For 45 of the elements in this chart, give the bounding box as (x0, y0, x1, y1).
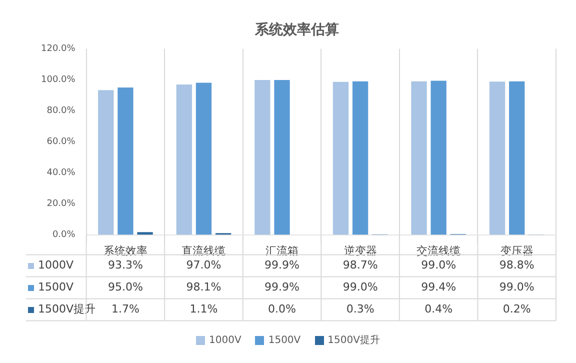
bar (254, 80, 270, 235)
bar (509, 81, 525, 235)
y-tick-label: 80.0% (46, 106, 76, 116)
y-tick-label: 40.0% (46, 168, 76, 178)
data-label: 0.0% (268, 302, 296, 316)
legend-label: 1000V (38, 258, 74, 272)
text: 1000V (209, 334, 242, 346)
data-label: 97.0% (186, 258, 222, 272)
bar (332, 82, 349, 235)
bar (430, 80, 446, 235)
data-label: 99.9% (264, 280, 300, 294)
data-label: 95.0% (108, 280, 143, 294)
bar (352, 81, 368, 235)
text: 1500V (268, 334, 301, 346)
bar (411, 81, 427, 235)
bar (137, 232, 153, 235)
data-label: 1.7% (111, 302, 140, 316)
legend-label: 1500V提升 (38, 302, 96, 316)
y-tick-label: 60.0% (46, 137, 76, 148)
data-label: 99.4% (421, 280, 456, 294)
data-label: 99.0% (421, 258, 456, 272)
y-tick-label: 100.0% (40, 75, 76, 86)
text: 1500V提升 (328, 335, 380, 346)
bar (489, 82, 506, 235)
data-label: 1.1% (190, 302, 218, 316)
data-label: 99.9% (264, 258, 300, 272)
data-label: 98.7% (342, 258, 378, 272)
bar (274, 80, 290, 235)
data-label: 98.1% (186, 280, 222, 294)
legend-label: 1500V (38, 280, 74, 294)
data-label: 0.4% (424, 302, 453, 316)
data-label: 99.0% (342, 280, 378, 294)
y-tick-label: 120.0% (40, 44, 76, 54)
data-label: 0.2% (502, 302, 531, 316)
bar (176, 84, 192, 235)
data-label: 93.3% (108, 258, 143, 272)
bar (196, 82, 212, 235)
y-tick-label: 20.0% (46, 199, 76, 210)
bar (118, 88, 134, 235)
bar (98, 90, 114, 235)
data-label: 99.0% (499, 280, 534, 294)
chart-title: 系统效率估算 (254, 21, 339, 38)
data-label: 0.3% (346, 302, 374, 316)
y-tick-label: 0.0% (52, 230, 76, 240)
data-label: 98.8% (499, 258, 534, 272)
